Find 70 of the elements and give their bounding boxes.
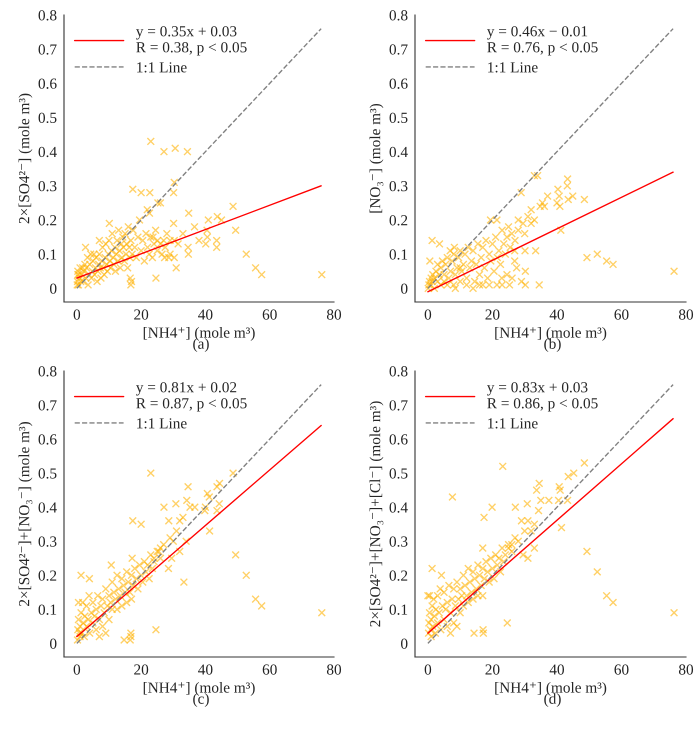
x-tick-label: 0 — [424, 309, 432, 320]
x-tick-label: 0 — [74, 664, 80, 675]
x-tick-label: 80 — [678, 309, 694, 320]
y-tick-label: 0.5 — [38, 112, 56, 124]
legend-label: 1:1 Line — [488, 62, 538, 73]
y-tick-label: 0.7 — [390, 400, 408, 411]
legend-label: 1:1 Line — [137, 62, 187, 73]
legend-label: 1:1 Line — [488, 418, 538, 429]
y-tick-label: 0.6 — [390, 78, 408, 89]
x-tick-label: 0 — [74, 309, 80, 320]
x-tick-label: 60 — [262, 309, 277, 320]
y-axis-title: 2×[SO4²⁻]+[NO₃⁻]+[Cl⁻] (mole m³) — [370, 401, 384, 627]
y-tick-label: 0.3 — [390, 536, 408, 547]
y-tick-label: 0.1 — [38, 604, 56, 615]
y-tick-label: 0.4 — [38, 502, 57, 513]
y-tick-label: 0.2 — [38, 215, 56, 226]
y-tick-label: 0 — [401, 283, 408, 294]
text: (b) — [544, 338, 561, 352]
y-tick-label: 0.3 — [38, 536, 56, 547]
x-tick-label: 20 — [485, 309, 500, 320]
y-tick-label: 0.7 — [38, 44, 57, 55]
y-tick-label: 0.6 — [390, 434, 408, 445]
y-axis-title: [NO₃⁻] (mole m³) — [370, 104, 384, 213]
y-tick-label: 0.3 — [38, 180, 56, 192]
y-tick-label: 0.5 — [390, 468, 408, 479]
x-tick-label: 80 — [326, 309, 342, 320]
x-tick-label: 20 — [485, 664, 500, 675]
y-tick-label: 0.1 — [38, 249, 56, 260]
y-tick-label: 0.2 — [390, 215, 408, 226]
y-tick-label: 0.1 — [390, 249, 408, 260]
x-tick-label: 20 — [134, 309, 148, 320]
y-tick-label: 0.8 — [38, 366, 56, 377]
y-tick-label: 0 — [50, 638, 56, 649]
x-tick-label: 60 — [614, 309, 629, 320]
y-tick-label: 0.2 — [38, 570, 56, 581]
y-tick-label: 0 — [401, 638, 408, 649]
legend-label: y = 0.46x − 0.01 R = 0.76, p < 0.05 — [486, 26, 598, 56]
y-tick-label: 0.7 — [390, 44, 408, 55]
legend-label: y = 0.83x + 0.03 R = 0.86, p < 0.05 — [486, 382, 598, 412]
y-tick-label: 0.3 — [390, 180, 408, 192]
x-axis-title: [NH4⁺] (mole m³) — [495, 326, 606, 341]
x-tick-label: 60 — [262, 664, 277, 675]
legend-label: y = 0.81x + 0.02 R = 0.87, p < 0.05 — [136, 382, 247, 412]
y-tick-label: 0.8 — [38, 10, 56, 21]
x-tick-label: 20 — [134, 664, 148, 675]
y-tick-label: 0 — [50, 283, 56, 294]
x-tick-label: 40 — [198, 309, 212, 320]
y-tick-label: 0.4 — [390, 146, 408, 158]
y-tick-label: 0.1 — [390, 604, 408, 615]
y-tick-label: 0.6 — [38, 434, 57, 445]
x-tick-label: 40 — [550, 309, 564, 320]
x-tick-label: 80 — [678, 664, 694, 675]
y-tick-label: 0.6 — [38, 78, 57, 89]
y-tick-label: 0.5 — [390, 112, 408, 124]
y-axis-title: 2×[SO4²⁻] (mole m³) — [18, 94, 32, 224]
y-tick-label: 0.5 — [38, 468, 56, 479]
y-tick-label: 0.8 — [390, 366, 408, 377]
y-tick-label: 0.2 — [390, 570, 408, 581]
x-tick-label: 0 — [424, 664, 432, 675]
x-tick-label: 60 — [614, 664, 629, 675]
x-tick-label: 80 — [326, 664, 342, 675]
x-tick-label: 40 — [550, 664, 564, 675]
legend-label: 1:1 Line — [137, 418, 187, 429]
legend-label: y = 0.35x + 0.03 R = 0.38, p < 0.05 — [136, 26, 247, 56]
y-tick-label: 0.4 — [390, 502, 408, 513]
y-tick-label: 0.8 — [390, 10, 408, 21]
y-axis-title: 2×[SO4²⁻]+[NO₃⁻] (mole m³) — [18, 422, 32, 606]
x-tick-label: 40 — [198, 664, 212, 675]
y-tick-label: 0.7 — [38, 400, 57, 411]
y-tick-label: 0.4 — [38, 146, 57, 158]
